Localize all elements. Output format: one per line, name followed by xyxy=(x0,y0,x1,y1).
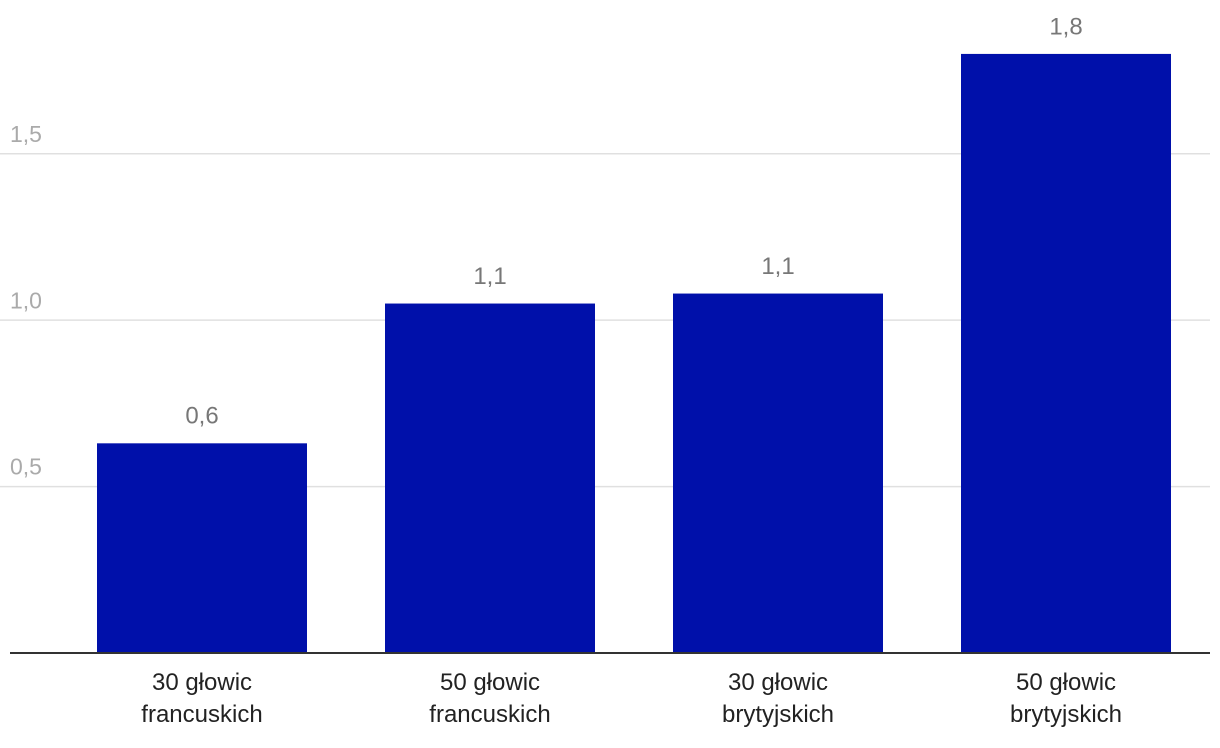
value-label: 1,8 xyxy=(1049,13,1082,40)
bar xyxy=(385,303,595,653)
y-tick-label: 1,5 xyxy=(10,121,42,147)
x-tick-label: 30 głowic brytyjskich xyxy=(721,669,835,728)
x-tick-label: 50 głowic brytyjskich xyxy=(1009,669,1123,728)
bar xyxy=(961,53,1171,653)
value-label: 1,1 xyxy=(761,253,794,280)
bar xyxy=(673,293,883,653)
y-tick-label: 1,0 xyxy=(10,287,42,313)
value-label: 1,1 xyxy=(473,263,506,290)
y-tick-label: 0,5 xyxy=(10,454,42,480)
x-tick-label: 50 głowic francuskich xyxy=(429,669,551,728)
bar xyxy=(97,443,307,653)
value-label: 0,6 xyxy=(185,403,218,430)
x-tick-label: 30 głowic francuskich xyxy=(141,669,263,728)
